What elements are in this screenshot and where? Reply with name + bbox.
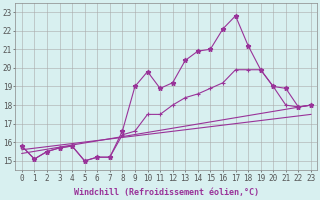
X-axis label: Windchill (Refroidissement éolien,°C): Windchill (Refroidissement éolien,°C) (74, 188, 259, 197)
